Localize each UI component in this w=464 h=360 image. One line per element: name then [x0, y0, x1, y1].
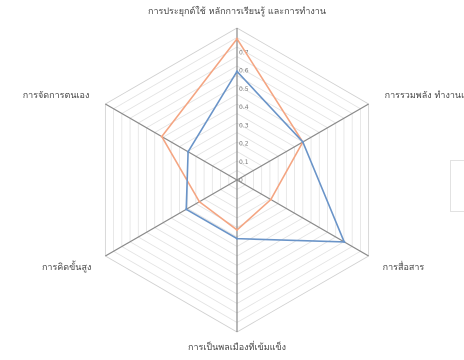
- series-1-polygon: [160, 37, 304, 231]
- series-2-point: [235, 237, 239, 240]
- tick-label: 0.7: [239, 49, 249, 56]
- series-2-point: [185, 208, 188, 211]
- axis-label: การสื่อสาร: [383, 260, 425, 273]
- axis-label: การเป็นพลเมืองที่เข้มแข็ง: [188, 340, 286, 353]
- axis-label: การประยุกต์ใช้ หลักการเรียนรู้ และการทำง…: [148, 5, 326, 17]
- axis-line: [105, 179, 238, 257]
- tick-label: 0.5: [239, 86, 249, 93]
- tick-label: 0.4: [239, 104, 249, 111]
- tick-label: 0.3: [239, 122, 249, 129]
- series-2-point: [342, 240, 346, 244]
- series-2-point: [235, 70, 239, 73]
- series-2-point: [301, 140, 305, 144]
- tick-label: 0.6: [239, 68, 249, 75]
- series-1-point: [198, 200, 201, 203]
- axis-line: [236, 179, 369, 257]
- series-2-point: [186, 150, 190, 153]
- axis-label: การจัดการตนเอง: [23, 91, 90, 101]
- tick-label: 0: [239, 177, 243, 184]
- series-1-point: [160, 135, 163, 138]
- series-2-polygon: [185, 70, 346, 243]
- tick-label: 0.2: [239, 141, 249, 148]
- axis-label: การรวมพลัง ทำงานเป็นทีม: [385, 88, 464, 101]
- axis-label: การคิดขั้นสูง: [42, 260, 91, 273]
- axis-line: [105, 103, 238, 181]
- series-1-point: [235, 37, 239, 41]
- legend: [450, 160, 464, 212]
- series-1-point: [269, 198, 273, 201]
- series-1-point: [235, 228, 239, 232]
- tick-label: 0.1: [239, 159, 249, 166]
